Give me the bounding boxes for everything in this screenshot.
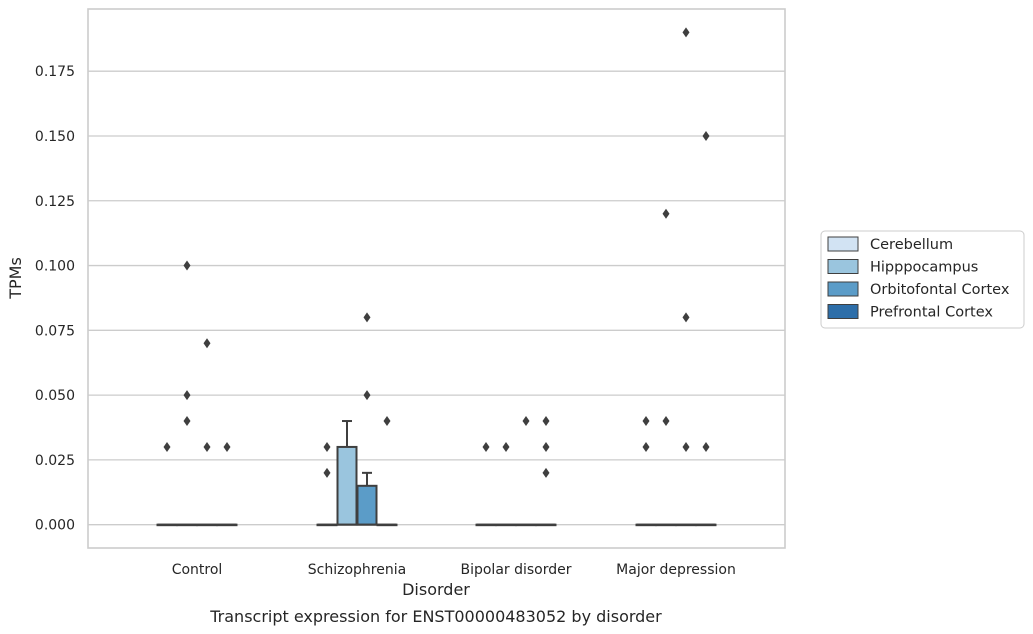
outlier-point [642,441,650,452]
x-tick-label: Control [172,562,223,578]
legend-swatch [827,281,859,297]
outlier-point [363,312,371,323]
outlier-point [702,130,710,141]
box [356,484,378,526]
outlier-point [662,208,670,219]
y-tick-label: 0.100 [35,259,75,275]
outlier-point [502,441,510,452]
y-axis-label: TPMs [6,257,25,300]
outlier-point [682,312,690,323]
outlier-point [682,27,690,38]
outlier-point [682,441,690,452]
y-tick-label: 0.175 [35,64,75,80]
legend-swatch [827,259,859,274]
chart-caption: Transcript expression for ENST0000048305… [209,607,662,626]
legend: Cerebellum Hipppocampus Orbitofontal Corte… [820,230,1025,329]
legend-swatch [827,236,859,252]
outlier-point [183,260,191,271]
legend-entries: Cerebellum Hipppocampus Orbitofontal Corte… [827,236,1010,321]
outlier-point [323,467,331,478]
box [336,445,358,526]
x-tick-labels: Control Schizophrenia Bipolar disorder Majo… [172,562,736,578]
outlier-point [383,416,391,427]
outlier-point [323,441,331,452]
plot-area [87,8,786,549]
x-tick-label: Bipolar disorder [460,562,571,578]
y-tick-label: 0.075 [35,323,75,339]
outlier-point [642,416,650,427]
y-tick-label: 0.000 [35,518,75,534]
legend-label: Hipppocampus [870,260,978,276]
outlier-point [203,338,211,349]
legend-label: Orbitofontal Cortex [870,282,1010,298]
grid-lines [88,70,785,526]
y-tick-label: 0.025 [35,453,75,469]
outlier-point [223,441,231,452]
y-tick-label: 0.125 [35,194,75,210]
outlier-point [542,467,550,478]
y-tick-labels: 0.000 0.025 0.050 0.075 0.100 0.125 0.150 0.175 [35,64,75,533]
outlier-point [702,441,710,452]
outlier-point [183,390,191,401]
legend-swatch [827,304,859,319]
legend-label: Prefrontal Cortex [870,305,993,321]
outlier-point [542,441,550,452]
outlier-point [183,416,191,427]
outlier-point [522,416,530,427]
x-tick-label: Major depression [616,562,736,578]
outliers [163,27,710,478]
legend-frame [820,230,1025,329]
y-tick-label: 0.150 [35,129,75,145]
legend-label: Cerebellum [870,237,953,253]
outlier-point [363,390,371,401]
outlier-point [542,416,550,427]
outlier-point [482,441,490,452]
y-tick-label: 0.050 [35,388,75,404]
x-axis-label: Disorder [402,580,470,599]
outlier-point [203,441,211,452]
x-tick-label: Schizophrenia [308,562,406,578]
outlier-point [662,416,670,427]
outlier-point [163,441,171,452]
boxes [156,420,717,527]
